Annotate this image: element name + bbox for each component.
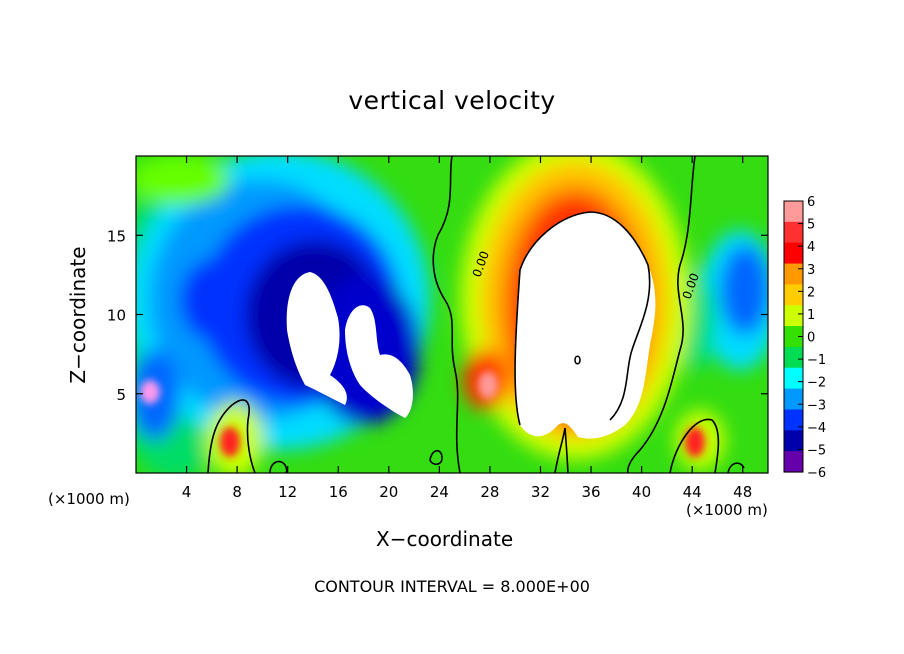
x-tick-label-10: 44 xyxy=(683,483,702,501)
colorbar-tick-label-10: −4 xyxy=(807,421,826,436)
y-tick-label-2: 15 xyxy=(107,227,126,245)
colorbar-tick-label-11: −5 xyxy=(807,443,826,458)
y-tick-label-0: 5 xyxy=(116,386,126,404)
x-tick-label-1: 8 xyxy=(232,483,242,501)
x-unit-label-right: (×1000 m) xyxy=(686,501,768,519)
colorbar-segment-0 xyxy=(784,201,803,223)
colorbar-tick-label-6: 0 xyxy=(807,331,815,346)
colorbar: 6 5 4 3 2 1 0 −1 −2 −3 −4 −5 −6 xyxy=(783,195,826,481)
colorbar-tick-label-12: −6 xyxy=(807,466,826,481)
colorbar-segment-4 xyxy=(784,284,803,306)
x-tick-label-0: 4 xyxy=(182,483,192,501)
colorbar-tick-label-2: 4 xyxy=(807,240,815,255)
colorbar-segment-7 xyxy=(784,346,803,369)
colorbar-segment-2 xyxy=(784,242,803,265)
x-tick-label-5: 24 xyxy=(430,483,449,501)
contour-interval-note: CONTOUR INTERVAL = 8.000E+00 xyxy=(314,577,590,596)
chart-title: vertical velocity xyxy=(348,86,556,115)
colorbar-segment-3 xyxy=(784,263,803,285)
x-axis-label: X−coordinate xyxy=(376,527,514,551)
colorbar-segment-5 xyxy=(784,305,803,327)
y-tick-label-1: 10 xyxy=(107,307,126,325)
x-tick-label-2: 12 xyxy=(278,483,297,501)
colorbar-segment-8 xyxy=(784,367,803,390)
x-tick-label-6: 28 xyxy=(480,483,499,501)
colorbar-tick-label-8: −2 xyxy=(807,376,826,391)
x-tick-label-9: 40 xyxy=(632,483,651,501)
colorbar-segment-6 xyxy=(784,326,803,348)
x-tick-label-8: 36 xyxy=(581,483,600,501)
x-tick-label-4: 20 xyxy=(379,483,398,501)
x-tick-label-3: 16 xyxy=(329,483,348,501)
colorbar-tick-label-0: 6 xyxy=(807,195,815,210)
colorbar-segment-11 xyxy=(784,430,803,452)
contour-lines xyxy=(207,156,745,473)
heatmap-field xyxy=(136,156,768,473)
colorbar-segment-12 xyxy=(784,451,803,473)
colorbar-tick-label-4: 2 xyxy=(807,285,815,300)
x-axis: 4 8 12 16 20 24 28 32 36 40 44 48 xyxy=(182,156,752,501)
y-axis-label: Z−coordinate xyxy=(66,246,90,384)
colorbar-tick-label-9: −3 xyxy=(807,398,826,413)
colorbar-tick-label-7: −1 xyxy=(807,353,826,368)
x-tick-label-11: 48 xyxy=(733,483,752,501)
y-axis: 5 10 15 xyxy=(107,227,768,404)
colorbar-tick-label-5: 1 xyxy=(807,308,815,323)
colorbar-segment-9 xyxy=(784,388,803,411)
colorbar-tick-label-1: 5 xyxy=(807,218,815,233)
x-tick-label-7: 32 xyxy=(531,483,550,501)
colorbar-tick-label-3: 3 xyxy=(807,263,815,278)
colorbar-segment-1 xyxy=(784,221,803,244)
colorbar-segment-10 xyxy=(784,409,803,431)
x-unit-label-left: (×1000 m) xyxy=(48,490,130,508)
